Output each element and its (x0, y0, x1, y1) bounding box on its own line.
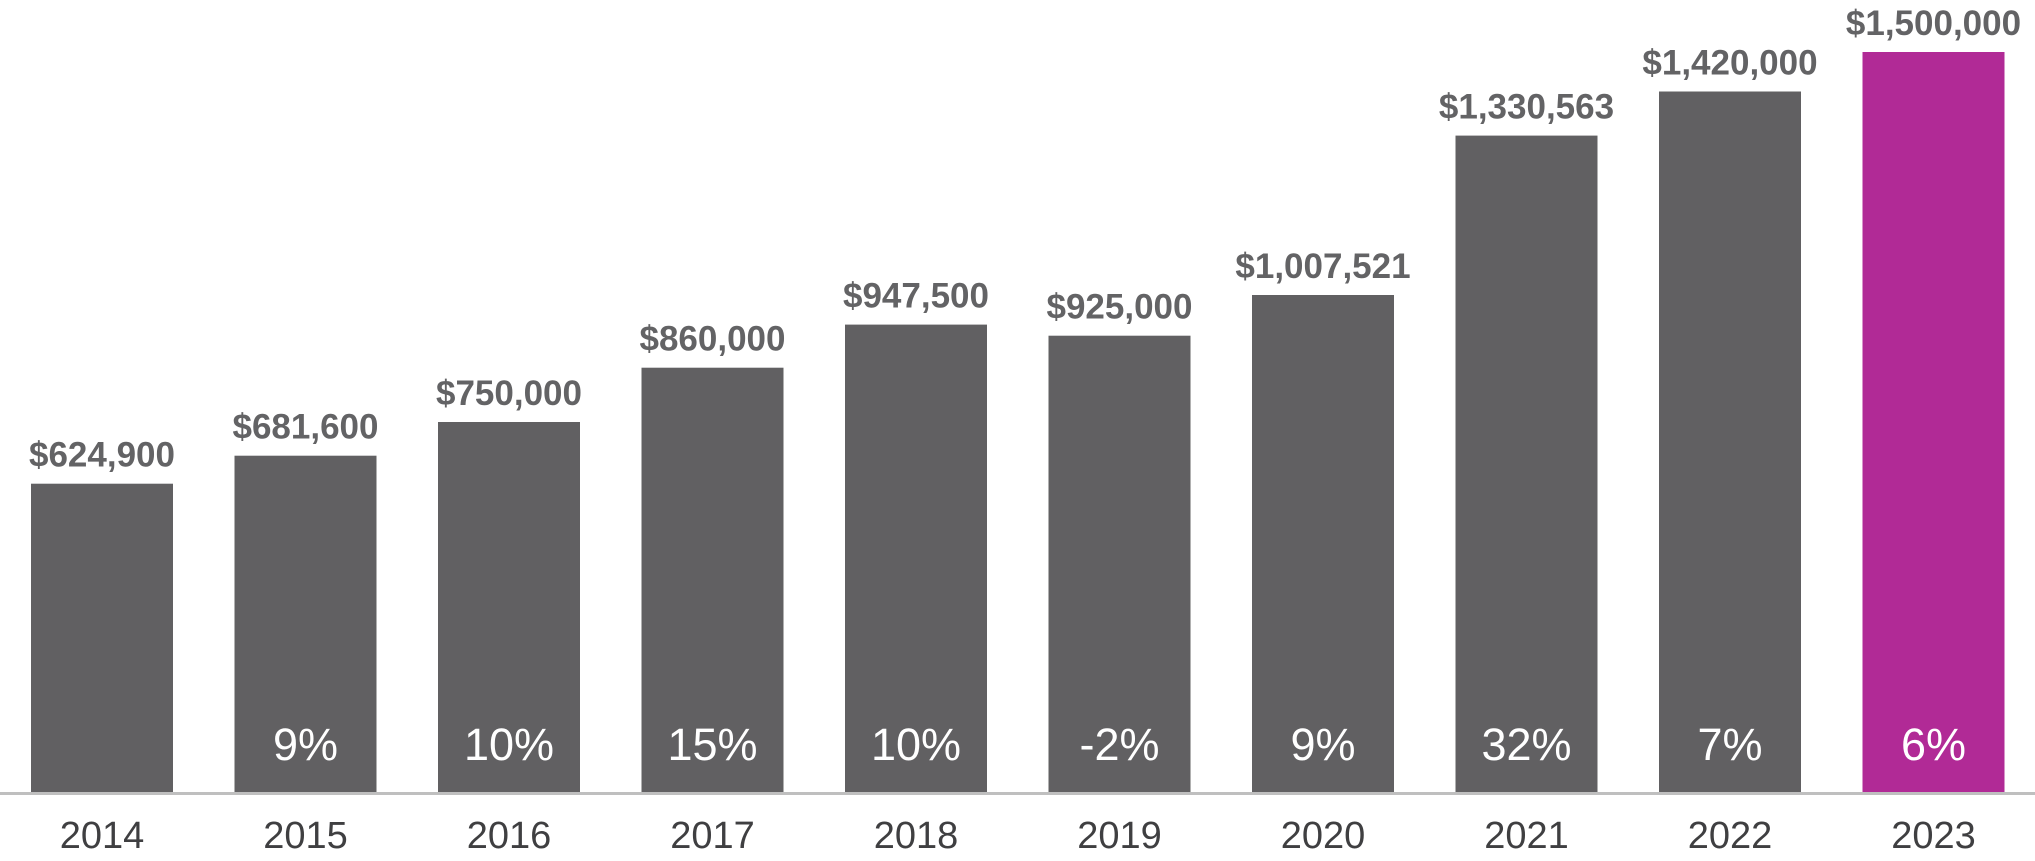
bar-2022 (1659, 91, 1801, 792)
bar-value-label: $1,330,563 (1439, 88, 1614, 127)
bar-value-label: $750,000 (436, 374, 582, 413)
bar-value-label: $925,000 (1047, 288, 1193, 327)
bar-2019 (1048, 335, 1191, 792)
bar-2018 (845, 324, 987, 792)
bar-value-label: $1,420,000 (1642, 44, 1817, 83)
bar-value-label: $624,900 (29, 436, 175, 475)
bars-layer (31, 52, 2005, 793)
bar-2023 (1862, 52, 2005, 792)
x-tick-label: 2016 (467, 815, 552, 857)
x-tick-label: 2023 (1891, 815, 1976, 857)
change-percent-label: 10% (871, 719, 961, 770)
change-percent-label: 9% (273, 719, 338, 770)
bar-value-label: $860,000 (640, 320, 786, 359)
bar-2017 (641, 367, 784, 792)
bar-2021 (1455, 135, 1598, 793)
bar-value-label: $1,500,000 (1846, 4, 2021, 43)
x-tick-label: 2020 (1281, 815, 1366, 857)
x-tick-label: 2021 (1484, 815, 1569, 857)
x-tick-label: 2014 (60, 815, 145, 857)
bar-value-label: $1,007,521 (1235, 247, 1410, 286)
change-percent-label: 32% (1481, 719, 1571, 770)
bar-2016 (438, 422, 580, 792)
bar-value-label: $947,500 (843, 277, 989, 316)
change-percent-label: 6% (1901, 719, 1966, 770)
change-percent-label: -2% (1079, 719, 1159, 770)
labels-layer: $624,900 2014 $681,600 9% 2015 $750,000 10% 201… (29, 4, 2021, 857)
change-percent-label: 7% (1697, 719, 1762, 770)
x-tick-label: 2017 (670, 815, 755, 857)
x-tick-label: 2022 (1688, 815, 1773, 857)
bar-2015 (234, 455, 377, 792)
change-percent-label: 10% (464, 719, 554, 770)
x-tick-label: 2018 (874, 815, 959, 857)
change-percent-label: 15% (667, 719, 757, 770)
change-percent-label: 9% (1290, 719, 1355, 770)
bar-2020 (1252, 295, 1394, 792)
x-tick-label: 2015 (263, 815, 348, 857)
x-tick-label: 2019 (1077, 815, 1162, 857)
bar-2014 (31, 483, 173, 792)
bar-value-label: $681,600 (233, 408, 379, 447)
